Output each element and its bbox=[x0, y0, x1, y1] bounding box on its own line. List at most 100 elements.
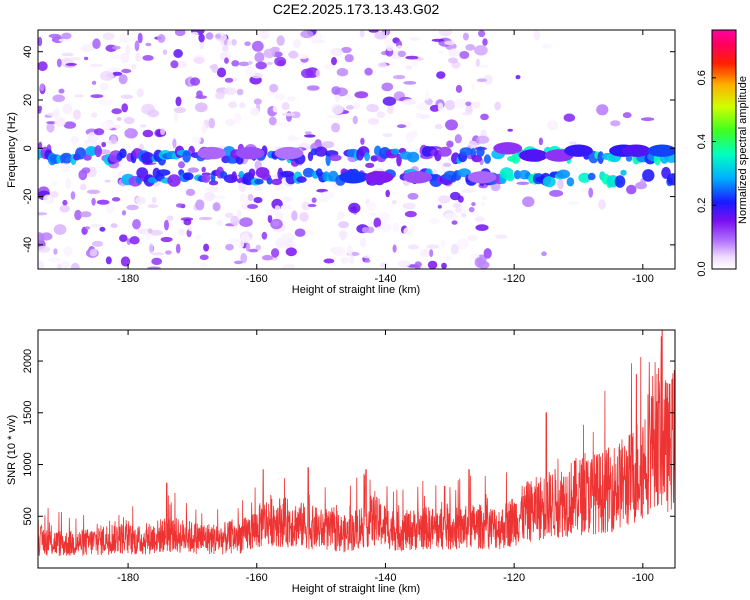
spectrogram-band-blob bbox=[75, 147, 86, 160]
spectrogram-band-blob bbox=[328, 154, 342, 162]
spectrogram-speckle bbox=[101, 141, 107, 148]
snr-y-label: SNR (10 * v/v) bbox=[6, 415, 18, 485]
spectrogram-speckle bbox=[91, 197, 96, 206]
spectrogram-speckle bbox=[239, 102, 246, 109]
spectrogram-speckle bbox=[175, 243, 181, 254]
spectrogram-speckle bbox=[53, 224, 67, 235]
spectrogram-speckle bbox=[58, 38, 72, 42]
spectrogram-speckle bbox=[212, 202, 221, 212]
spectrogram-speckle bbox=[69, 57, 81, 61]
spectrogram-speckle bbox=[281, 232, 295, 242]
spectrogram-speckle bbox=[224, 77, 234, 83]
spectrogram-speckle bbox=[359, 30, 365, 38]
spectrogram-band-blob bbox=[578, 172, 591, 183]
spectrogram-band-blob bbox=[254, 178, 264, 185]
spectrogram-speckle bbox=[275, 211, 284, 221]
spectrogram-speckle bbox=[70, 262, 80, 269]
spectrogram-speckle bbox=[172, 138, 177, 149]
spectrogram-speckle bbox=[259, 30, 270, 40]
spectrogram-speckle bbox=[349, 254, 355, 265]
spectrogram-speckle bbox=[516, 181, 530, 185]
y-tick-label: -20 bbox=[22, 189, 34, 205]
spectrogram-hotspot bbox=[197, 146, 227, 160]
spectrogram-speckle bbox=[205, 32, 214, 40]
spectrogram-speckle bbox=[63, 246, 73, 257]
spectrogram-speckle bbox=[99, 98, 113, 106]
spectrogram-speckle bbox=[376, 226, 384, 230]
spectrogram-speckle bbox=[476, 78, 487, 82]
spectrogram-speckle bbox=[482, 38, 488, 46]
spectrogram-speckle bbox=[198, 216, 213, 221]
spectrogram-speckle bbox=[291, 111, 301, 119]
spectrogram-speckle bbox=[190, 77, 201, 86]
spectrogram-speckle bbox=[72, 109, 81, 120]
spectrogram-speckle bbox=[58, 88, 65, 94]
spectrogram-speckle bbox=[233, 226, 238, 231]
spectrogram-speckle bbox=[366, 201, 377, 211]
spectrogram-speckle bbox=[126, 127, 132, 139]
spectrogram-speckle bbox=[61, 52, 74, 57]
spectrogram-speckle bbox=[437, 204, 442, 209]
spectrogram-band-blob bbox=[459, 147, 473, 156]
spectrogram-speckle bbox=[54, 117, 66, 127]
spectrogram-speckle bbox=[385, 189, 391, 198]
spectrogram-band-blob bbox=[642, 169, 655, 182]
spectrogram-speckle bbox=[248, 248, 259, 253]
spectrogram-speckle bbox=[238, 61, 250, 67]
spectrogram-band-blob bbox=[314, 146, 328, 157]
spectrogram-speckle bbox=[236, 88, 244, 96]
spectrogram-speckle bbox=[598, 199, 606, 210]
spectrogram-speckle bbox=[90, 94, 104, 98]
spectrogram-speckle bbox=[364, 67, 373, 76]
spectrogram-speckle bbox=[47, 257, 62, 263]
colorbar-tick-label: 0.2 bbox=[696, 198, 708, 213]
spectrogram-speckle bbox=[286, 96, 296, 102]
spectrogram-speckle bbox=[471, 202, 476, 207]
spectrogram-speckle bbox=[261, 254, 273, 261]
spectrogram-speckle bbox=[39, 83, 45, 92]
spectrogram-band-blob bbox=[182, 150, 191, 163]
spectrogram-speckle bbox=[275, 237, 286, 249]
spectrogram-speckle bbox=[198, 33, 205, 43]
spectrogram-speckle bbox=[391, 200, 397, 205]
spectrogram-speckle bbox=[233, 260, 243, 265]
spectrogram-speckle bbox=[84, 226, 91, 230]
spectrogram-speckle bbox=[362, 255, 374, 259]
spectrogram-speckle bbox=[419, 114, 430, 120]
spectrogram-speckle bbox=[193, 57, 205, 64]
spectrogram-speckle bbox=[454, 98, 468, 109]
spectrogram-speckle bbox=[407, 192, 419, 200]
spectrogram-hotspot bbox=[493, 142, 523, 155]
spectrogram-hotspot bbox=[564, 144, 593, 157]
spectrogram-speckle bbox=[215, 92, 225, 100]
spectrogram-speckle bbox=[74, 209, 82, 221]
spectrogram-speckle bbox=[107, 67, 122, 72]
spectrogram-speckle bbox=[300, 30, 314, 39]
spectrogram-speckle bbox=[434, 124, 443, 130]
spectrogram-speckle bbox=[280, 204, 293, 210]
colorbar-tick-label: 0.0 bbox=[696, 261, 708, 276]
spectrogram-speckle bbox=[62, 199, 68, 206]
spectrogram-speckle bbox=[547, 120, 559, 131]
spectrogram-speckle bbox=[53, 108, 60, 118]
spectrogram-speckle bbox=[38, 36, 43, 47]
spectrogram-speckle bbox=[640, 117, 655, 122]
x-tick-label: -140 bbox=[374, 572, 396, 584]
spectrogram-speckle bbox=[610, 120, 621, 127]
spectrogram-speckle bbox=[214, 195, 227, 200]
spectrogram-speckle bbox=[340, 257, 350, 264]
spectrogram-speckle bbox=[448, 48, 460, 57]
spectrogram-speckle bbox=[321, 141, 335, 149]
spectrogram-speckle bbox=[231, 60, 240, 67]
spectrogram-x-label: Height of straight line (km) bbox=[292, 284, 420, 296]
spectrogram-speckle bbox=[338, 230, 348, 240]
spectrogram-speckle bbox=[438, 50, 444, 54]
spectrogram-speckle bbox=[320, 191, 335, 199]
snr-panel: -180 -160 -140 -120 -100 500 1000 1500 2000 Hei… bbox=[6, 329, 676, 595]
spectrogram-speckle bbox=[369, 104, 380, 113]
spectrogram-speckle bbox=[48, 33, 61, 39]
spectrogram-speckle bbox=[452, 203, 462, 209]
spectrogram-speckle bbox=[157, 34, 166, 43]
spectrogram-speckle bbox=[515, 75, 521, 80]
spectrogram-speckle bbox=[533, 30, 540, 41]
